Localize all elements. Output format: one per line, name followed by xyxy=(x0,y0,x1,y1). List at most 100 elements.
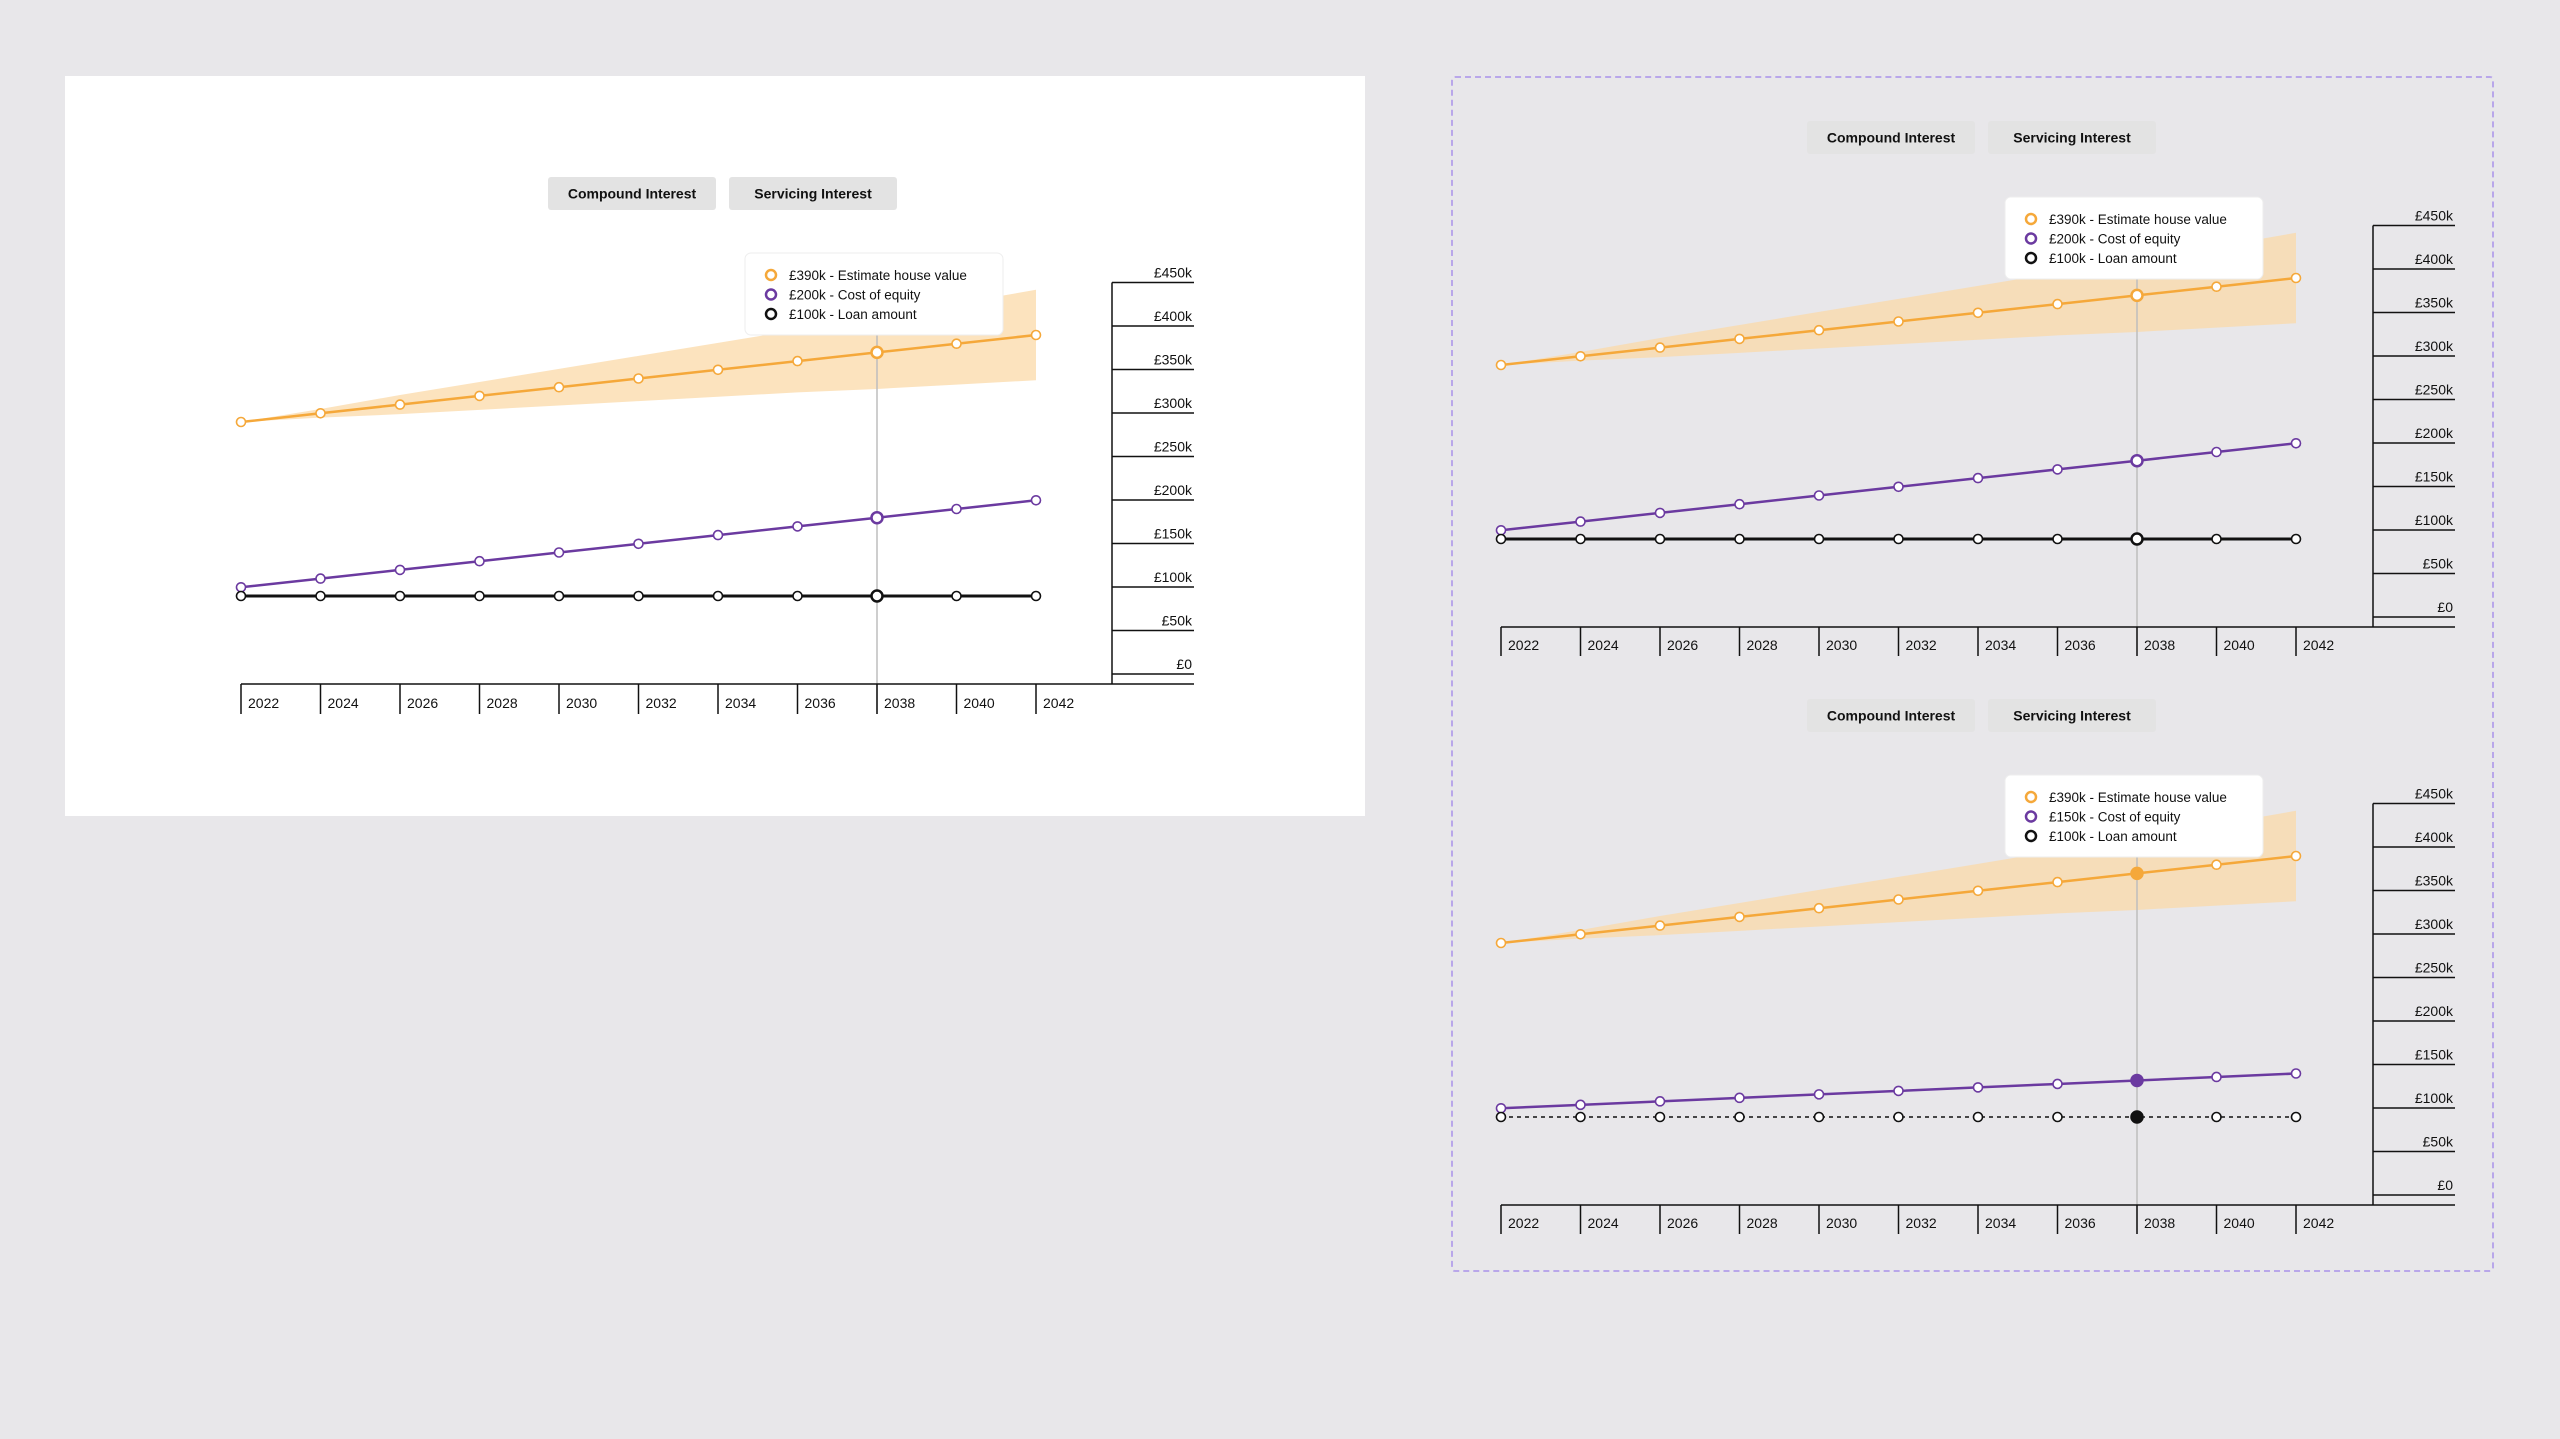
equity-point-2038[interactable] xyxy=(2130,1073,2144,1088)
house-point-2024[interactable] xyxy=(315,407,326,419)
loan-point-2022[interactable] xyxy=(1495,533,1507,545)
equity-point-2026[interactable] xyxy=(394,564,406,576)
servicing-interest-button[interactable]: Servicing Interest xyxy=(1988,121,2156,154)
loan-point-2026[interactable] xyxy=(1654,1111,1666,1123)
equity-point-2042[interactable] xyxy=(2290,1068,2302,1079)
loan-point-2030[interactable] xyxy=(553,590,565,602)
house-point-2024[interactable] xyxy=(1575,350,1586,362)
equity-point-2038[interactable] xyxy=(870,510,884,525)
equity-point-2040[interactable] xyxy=(951,503,962,515)
loan-point-2038[interactable] xyxy=(2130,1110,2144,1124)
loan-point-2042[interactable] xyxy=(1030,590,1042,602)
house-point-2038[interactable] xyxy=(2130,288,2144,303)
loan-point-2028[interactable] xyxy=(1734,533,1745,545)
loan-point-2040[interactable] xyxy=(2211,1111,2222,1123)
compound-interest-button[interactable]: Compound Interest xyxy=(1807,121,1975,154)
compound-interest-button[interactable]: Compound Interest xyxy=(548,177,716,210)
equity-point-2036[interactable] xyxy=(2052,464,2063,475)
house-point-2042[interactable] xyxy=(2290,850,2302,862)
house-point-2032[interactable] xyxy=(633,373,644,384)
loan-point-2026[interactable] xyxy=(1654,533,1666,545)
house-point-2028[interactable] xyxy=(1734,333,1745,345)
loan-point-2034[interactable] xyxy=(712,590,724,602)
equity-point-2022[interactable] xyxy=(235,581,247,593)
equity-point-2036[interactable] xyxy=(792,521,803,532)
house-point-2034[interactable] xyxy=(712,364,724,376)
equity-point-2034[interactable] xyxy=(1972,1082,1984,1093)
loan-point-2040[interactable] xyxy=(951,590,962,602)
servicing-interest-button[interactable]: Servicing Interest xyxy=(729,177,897,210)
house-point-2026[interactable] xyxy=(1654,342,1666,353)
house-point-2036[interactable] xyxy=(2052,876,2063,888)
loan-point-2028[interactable] xyxy=(474,590,485,602)
equity-point-2038[interactable] xyxy=(2130,453,2144,468)
equity-point-2030[interactable] xyxy=(1813,490,1825,501)
equity-point-2022[interactable] xyxy=(1495,1102,1507,1114)
house-point-2026[interactable] xyxy=(1654,920,1666,931)
loan-point-2040[interactable] xyxy=(2211,533,2222,545)
equity-point-2026[interactable] xyxy=(1654,1096,1666,1107)
loan-point-2036[interactable] xyxy=(2052,1111,2063,1123)
equity-point-2032[interactable] xyxy=(1893,1085,1904,1097)
house-point-2034[interactable] xyxy=(1972,307,1984,319)
equity-point-2028[interactable] xyxy=(1734,1092,1745,1104)
equity-point-2030[interactable] xyxy=(1813,1089,1825,1100)
loan-point-2038[interactable] xyxy=(870,589,884,603)
house-point-2028[interactable] xyxy=(1734,911,1745,923)
loan-point-2032[interactable] xyxy=(1893,533,1904,545)
equity-point-2034[interactable] xyxy=(1972,472,1984,484)
loan-point-2024[interactable] xyxy=(315,590,326,602)
house-point-2040[interactable] xyxy=(951,338,962,350)
compound-interest-button[interactable]: Compound Interest xyxy=(1807,699,1975,732)
loan-point-2034[interactable] xyxy=(1972,1111,1984,1123)
equity-point-2042[interactable] xyxy=(1030,494,1042,506)
house-point-2024[interactable] xyxy=(1575,928,1586,940)
equity-point-2036[interactable] xyxy=(2052,1078,2063,1090)
loan-point-2022[interactable] xyxy=(235,590,247,602)
loan-point-2038[interactable] xyxy=(2130,532,2144,546)
house-point-2030[interactable] xyxy=(1813,902,1825,914)
house-point-2042[interactable] xyxy=(1030,329,1042,341)
loan-point-2036[interactable] xyxy=(2052,533,2063,545)
loan-point-2036[interactable] xyxy=(792,590,803,602)
equity-point-2040[interactable] xyxy=(2211,446,2222,458)
equity-point-2040[interactable] xyxy=(2211,1071,2222,1083)
servicing-interest-button[interactable]: Servicing Interest xyxy=(1988,699,2156,732)
house-point-2036[interactable] xyxy=(792,355,803,367)
equity-point-2024[interactable] xyxy=(315,573,326,584)
house-point-2040[interactable] xyxy=(2211,281,2222,292)
house-point-2034[interactable] xyxy=(1972,885,1984,897)
house-point-2038[interactable] xyxy=(870,345,884,360)
house-point-2026[interactable] xyxy=(394,399,406,410)
equity-point-2028[interactable] xyxy=(1734,498,1745,510)
equity-point-2030[interactable] xyxy=(553,547,565,558)
equity-point-2024[interactable] xyxy=(1575,516,1586,527)
house-point-2040[interactable] xyxy=(2211,859,2222,870)
loan-point-2034[interactable] xyxy=(1972,533,1984,545)
equity-point-2032[interactable] xyxy=(1893,481,1904,493)
house-point-2022[interactable] xyxy=(235,416,247,428)
house-point-2022[interactable] xyxy=(1495,359,1507,371)
equity-point-2024[interactable] xyxy=(1575,1099,1586,1111)
equity-point-2034[interactable] xyxy=(712,529,724,541)
house-point-2032[interactable] xyxy=(1893,894,1904,905)
house-point-2028[interactable] xyxy=(474,390,485,402)
house-point-2038[interactable] xyxy=(2130,866,2144,881)
house-point-2042[interactable] xyxy=(2290,272,2302,284)
loan-point-2042[interactable] xyxy=(2290,1111,2302,1123)
loan-point-2030[interactable] xyxy=(1813,533,1825,545)
loan-point-2022[interactable] xyxy=(1495,1111,1507,1123)
loan-point-2030[interactable] xyxy=(1813,1111,1825,1123)
house-point-2022[interactable] xyxy=(1495,937,1507,949)
equity-point-2028[interactable] xyxy=(474,555,485,567)
equity-point-2026[interactable] xyxy=(1654,507,1666,519)
house-point-2030[interactable] xyxy=(1813,324,1825,336)
house-point-2032[interactable] xyxy=(1893,316,1904,327)
equity-point-2042[interactable] xyxy=(2290,437,2302,449)
equity-point-2022[interactable] xyxy=(1495,524,1507,536)
house-point-2030[interactable] xyxy=(553,381,565,393)
loan-point-2032[interactable] xyxy=(1893,1111,1904,1123)
loan-point-2026[interactable] xyxy=(394,590,406,602)
loan-point-2024[interactable] xyxy=(1575,533,1586,545)
loan-point-2042[interactable] xyxy=(2290,533,2302,545)
